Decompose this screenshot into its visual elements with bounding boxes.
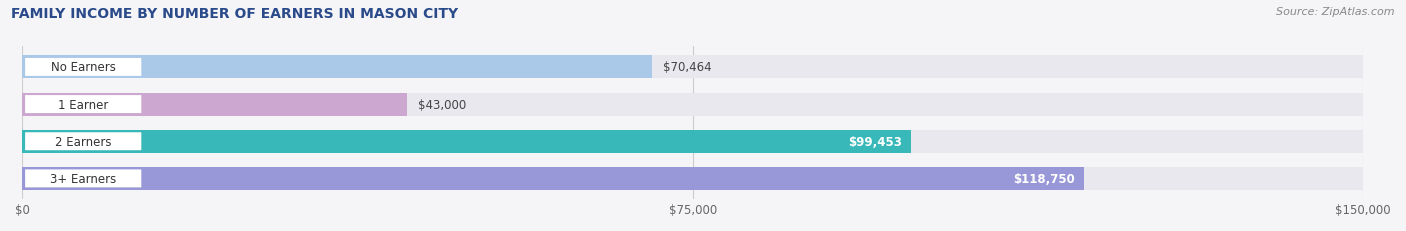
Text: 2 Earners: 2 Earners <box>55 135 111 148</box>
Text: No Earners: No Earners <box>51 61 115 74</box>
Bar <box>22 130 911 153</box>
Bar <box>22 167 1084 190</box>
Text: Source: ZipAtlas.com: Source: ZipAtlas.com <box>1277 7 1395 17</box>
Bar <box>22 56 652 79</box>
Text: $99,453: $99,453 <box>849 135 903 148</box>
FancyBboxPatch shape <box>25 133 142 151</box>
Bar <box>22 130 1364 153</box>
Bar <box>22 167 1364 190</box>
Text: 1 Earner: 1 Earner <box>58 98 108 111</box>
Text: $43,000: $43,000 <box>418 98 465 111</box>
Text: 3+ Earners: 3+ Earners <box>51 172 117 185</box>
FancyBboxPatch shape <box>25 170 142 188</box>
Bar <box>22 93 1364 116</box>
FancyBboxPatch shape <box>25 96 142 114</box>
Text: FAMILY INCOME BY NUMBER OF EARNERS IN MASON CITY: FAMILY INCOME BY NUMBER OF EARNERS IN MA… <box>11 7 458 21</box>
FancyBboxPatch shape <box>25 59 142 76</box>
Bar <box>22 93 406 116</box>
Bar <box>22 56 1364 79</box>
Text: $70,464: $70,464 <box>664 61 711 74</box>
Text: $118,750: $118,750 <box>1014 172 1076 185</box>
